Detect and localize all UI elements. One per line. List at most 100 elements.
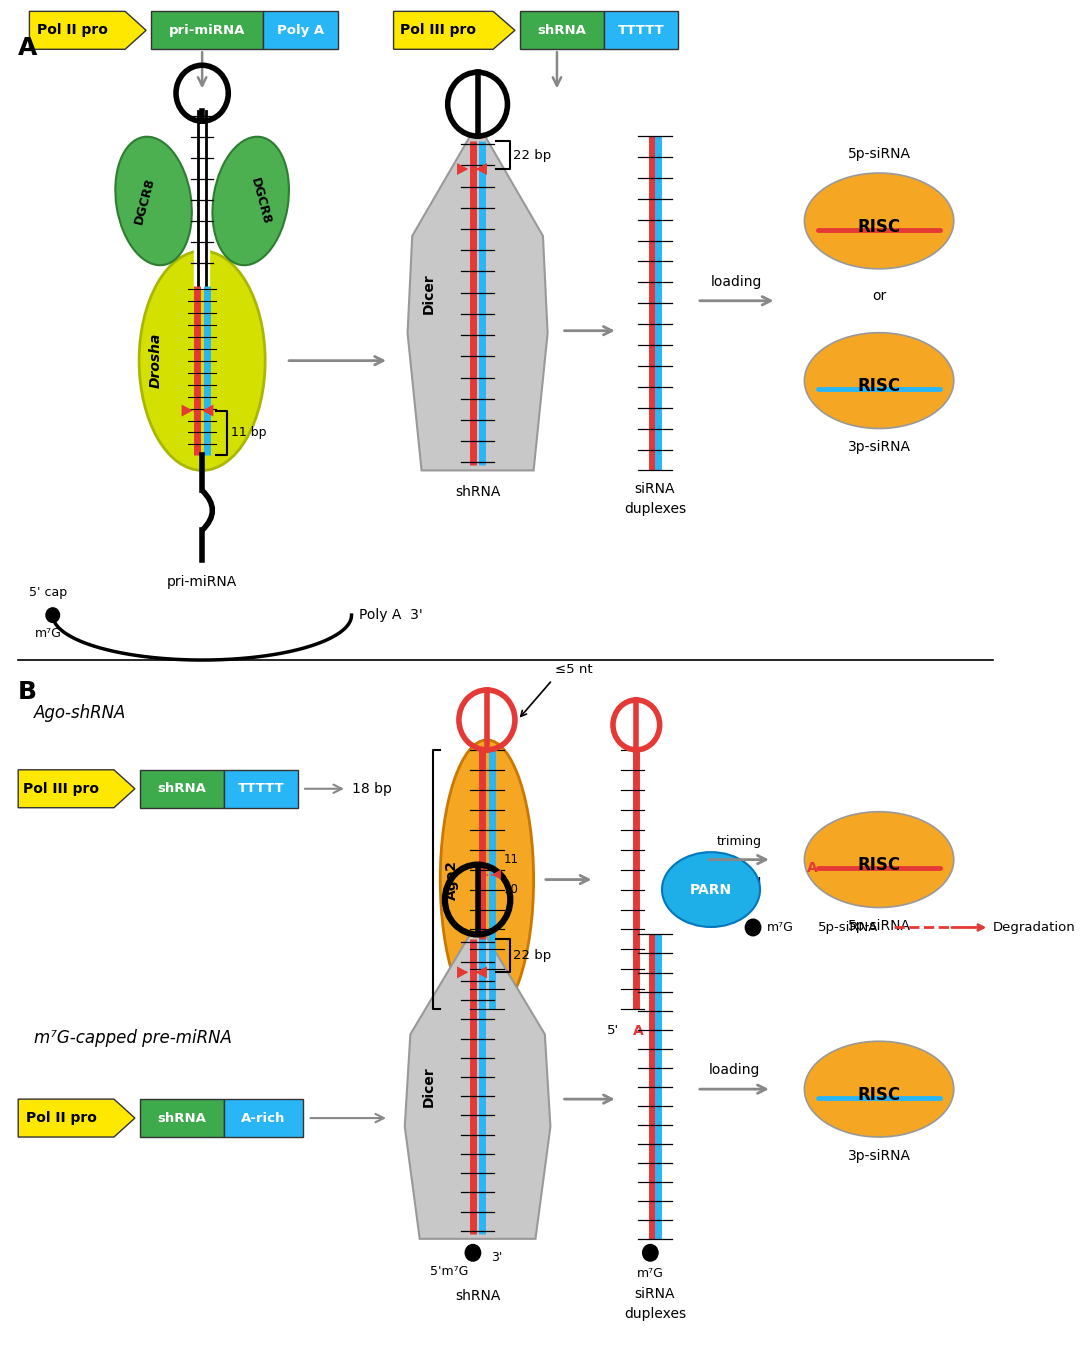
Text: Ago-shRNA: Ago-shRNA [35,704,126,723]
Circle shape [744,918,761,937]
Text: 10: 10 [503,883,518,896]
Text: m⁷G: m⁷G [35,627,62,640]
Text: 3p-siRNA: 3p-siRNA [848,1148,910,1163]
Text: 5'm⁷G: 5'm⁷G [431,1264,469,1278]
Text: or: or [872,288,887,303]
Text: Degradation: Degradation [993,921,1076,934]
Text: Pol II pro: Pol II pro [37,23,108,38]
Text: 5': 5' [430,1024,442,1037]
Text: UU: UU [495,1024,514,1037]
Text: ≤5 nt: ≤5 nt [555,663,593,675]
Text: RISC: RISC [858,217,901,236]
Text: 22 bp: 22 bp [513,148,551,162]
Text: shRNA: shRNA [158,782,206,795]
Text: pri-miRNA: pri-miRNA [168,24,245,36]
Text: 5p-siRNA: 5p-siRNA [848,919,910,934]
Text: A: A [451,1024,462,1038]
Text: TTTTT: TTTTT [238,782,284,795]
Text: RISC: RISC [858,856,901,875]
Text: shRNA: shRNA [537,24,586,36]
Text: 11 bp: 11 bp [231,426,267,439]
Polygon shape [29,11,146,50]
Circle shape [642,1244,659,1262]
Bar [224,1099,303,1138]
Text: DGCR8: DGCR8 [247,177,272,225]
Polygon shape [491,869,501,880]
Text: 5p-siRNA: 5p-siRNA [848,147,910,160]
Ellipse shape [662,852,760,927]
Text: Poly A  3': Poly A 3' [359,608,422,623]
Polygon shape [405,934,551,1239]
Text: m⁷G: m⁷G [767,921,794,934]
Polygon shape [181,404,193,417]
Polygon shape [475,163,487,175]
Text: m⁷G-capped pre-miRNA: m⁷G-capped pre-miRNA [35,1030,232,1047]
Text: shRNA: shRNA [455,485,500,499]
Text: Pol II pro: Pol II pro [26,1111,97,1126]
Text: shRNA: shRNA [464,1054,510,1068]
Polygon shape [457,163,469,175]
Circle shape [45,607,60,623]
Bar [151,11,262,50]
Text: 3': 3' [490,1251,502,1264]
Ellipse shape [805,333,954,429]
Text: 18 bp: 18 bp [351,782,391,795]
Text: shRNA: shRNA [158,1112,206,1124]
Polygon shape [457,967,469,979]
Ellipse shape [805,811,954,907]
Text: Pol III pro: Pol III pro [24,782,99,795]
Text: A: A [633,1024,644,1038]
Polygon shape [475,967,487,979]
Text: loading: loading [708,1064,760,1077]
Bar [224,770,298,807]
Text: duplexes: duplexes [624,503,686,516]
Text: pri-miRNA: pri-miRNA [167,576,238,589]
Ellipse shape [139,251,266,470]
Text: A-rich: A-rich [241,1112,285,1124]
Ellipse shape [213,136,289,266]
Text: triming: triming [716,834,761,848]
Text: B: B [18,679,37,704]
Text: TTTTT: TTTTT [618,24,664,36]
Text: shRNA: shRNA [455,1289,500,1302]
Text: RISC: RISC [858,377,901,395]
Bar [139,770,224,807]
Text: Dicer: Dicer [422,1066,436,1107]
Text: PARN: PARN [690,883,732,896]
Text: duplexes: duplexes [624,1306,686,1321]
Text: loading: loading [716,874,762,887]
Bar [139,1099,224,1138]
Text: 11: 11 [503,853,518,867]
Text: 22 bp: 22 bp [513,949,551,962]
Polygon shape [18,1099,135,1138]
Polygon shape [18,770,135,807]
Text: Pol III pro: Pol III pro [401,23,476,38]
Ellipse shape [805,173,954,268]
Text: DGCR8: DGCR8 [132,177,157,225]
Circle shape [464,1244,482,1262]
Ellipse shape [116,136,192,266]
Bar [604,11,678,50]
Text: Drosha: Drosha [148,333,162,388]
Text: 3p-siRNA: 3p-siRNA [848,441,910,454]
Ellipse shape [805,1041,954,1138]
Text: A: A [18,36,38,61]
Text: RISC: RISC [858,1086,901,1104]
Polygon shape [202,404,214,417]
Text: Ago2: Ago2 [445,860,458,899]
Ellipse shape [441,740,534,1019]
Text: A: A [807,860,818,875]
Polygon shape [407,136,548,470]
Text: 5p-siRNA: 5p-siRNA [819,921,879,934]
Text: m⁷G: m⁷G [637,1267,664,1279]
Text: 5': 5' [607,1024,620,1037]
Text: Dicer: Dicer [422,272,436,314]
Text: siRNA: siRNA [635,1287,675,1301]
Text: siRNA: siRNA [635,483,675,496]
Bar [519,11,604,50]
Text: Poly A: Poly A [276,24,324,36]
Text: 5' cap: 5' cap [29,586,67,599]
Bar [262,11,338,50]
Text: 3': 3' [523,1030,534,1042]
Text: loading: loading [711,275,761,288]
